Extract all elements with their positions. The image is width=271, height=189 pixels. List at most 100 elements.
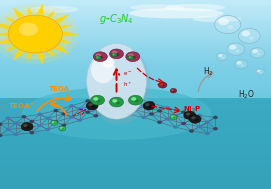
Circle shape bbox=[109, 97, 124, 107]
Circle shape bbox=[128, 56, 133, 60]
Circle shape bbox=[171, 115, 174, 117]
Circle shape bbox=[117, 95, 122, 98]
Circle shape bbox=[14, 133, 18, 136]
Polygon shape bbox=[13, 50, 24, 61]
Circle shape bbox=[112, 53, 117, 57]
Circle shape bbox=[99, 56, 104, 59]
Circle shape bbox=[241, 64, 244, 67]
Circle shape bbox=[213, 116, 218, 119]
Circle shape bbox=[148, 105, 152, 108]
Circle shape bbox=[109, 49, 124, 59]
Circle shape bbox=[249, 36, 254, 40]
Circle shape bbox=[69, 115, 74, 119]
Circle shape bbox=[93, 103, 98, 106]
Polygon shape bbox=[37, 53, 43, 65]
Circle shape bbox=[197, 125, 202, 129]
Circle shape bbox=[62, 124, 66, 127]
Circle shape bbox=[62, 112, 66, 115]
Circle shape bbox=[131, 97, 136, 101]
Polygon shape bbox=[47, 10, 55, 18]
Circle shape bbox=[252, 49, 258, 53]
Circle shape bbox=[250, 48, 265, 58]
Circle shape bbox=[112, 99, 117, 103]
Circle shape bbox=[26, 126, 30, 129]
Circle shape bbox=[158, 82, 167, 88]
Circle shape bbox=[125, 101, 130, 105]
Polygon shape bbox=[55, 45, 69, 54]
Circle shape bbox=[46, 117, 50, 120]
Polygon shape bbox=[37, 3, 43, 15]
Text: h$^+$: h$^+$ bbox=[123, 80, 133, 89]
Circle shape bbox=[93, 97, 98, 101]
Ellipse shape bbox=[30, 6, 79, 13]
Circle shape bbox=[0, 4, 79, 64]
Circle shape bbox=[93, 114, 98, 118]
Circle shape bbox=[235, 60, 248, 69]
Circle shape bbox=[149, 101, 154, 104]
Circle shape bbox=[21, 122, 33, 131]
Circle shape bbox=[189, 118, 194, 121]
Circle shape bbox=[37, 124, 42, 127]
Circle shape bbox=[213, 127, 218, 130]
Circle shape bbox=[217, 53, 228, 60]
Circle shape bbox=[186, 112, 190, 116]
Circle shape bbox=[0, 134, 2, 137]
Circle shape bbox=[109, 101, 114, 104]
Polygon shape bbox=[0, 33, 7, 36]
Circle shape bbox=[6, 116, 10, 120]
Polygon shape bbox=[47, 50, 55, 58]
Circle shape bbox=[85, 99, 90, 102]
Circle shape bbox=[173, 117, 175, 118]
Circle shape bbox=[257, 53, 260, 56]
Circle shape bbox=[132, 56, 136, 59]
Circle shape bbox=[115, 101, 120, 104]
Circle shape bbox=[23, 124, 28, 127]
Circle shape bbox=[143, 102, 155, 110]
Circle shape bbox=[229, 45, 237, 50]
Text: Ni$_2$P: Ni$_2$P bbox=[183, 105, 202, 115]
Circle shape bbox=[88, 103, 93, 106]
Circle shape bbox=[173, 90, 175, 92]
Circle shape bbox=[215, 15, 241, 34]
Circle shape bbox=[91, 95, 105, 105]
Circle shape bbox=[0, 9, 72, 60]
Polygon shape bbox=[63, 32, 80, 36]
Ellipse shape bbox=[165, 4, 225, 11]
Circle shape bbox=[181, 122, 186, 125]
Circle shape bbox=[101, 96, 106, 99]
Circle shape bbox=[205, 132, 210, 135]
Circle shape bbox=[218, 18, 229, 25]
Circle shape bbox=[184, 111, 196, 119]
Circle shape bbox=[22, 115, 26, 119]
Circle shape bbox=[54, 122, 56, 124]
Circle shape bbox=[96, 99, 101, 102]
Circle shape bbox=[19, 23, 38, 36]
Circle shape bbox=[30, 131, 34, 134]
Circle shape bbox=[130, 57, 132, 59]
Circle shape bbox=[126, 52, 140, 62]
Circle shape bbox=[112, 51, 117, 54]
Circle shape bbox=[173, 125, 178, 129]
Polygon shape bbox=[5, 16, 15, 22]
Circle shape bbox=[241, 30, 250, 36]
Ellipse shape bbox=[91, 57, 115, 83]
Circle shape bbox=[222, 57, 224, 59]
Polygon shape bbox=[13, 7, 24, 18]
Circle shape bbox=[30, 120, 34, 123]
Circle shape bbox=[46, 128, 50, 131]
Circle shape bbox=[141, 104, 146, 108]
Circle shape bbox=[170, 115, 177, 120]
Circle shape bbox=[170, 88, 177, 93]
Circle shape bbox=[96, 53, 101, 57]
Text: H$_2$: H$_2$ bbox=[203, 66, 214, 78]
Circle shape bbox=[149, 112, 154, 116]
Circle shape bbox=[129, 56, 131, 58]
Circle shape bbox=[237, 61, 242, 65]
Circle shape bbox=[86, 102, 98, 110]
Circle shape bbox=[157, 109, 162, 113]
Circle shape bbox=[91, 105, 95, 108]
Circle shape bbox=[189, 115, 201, 123]
Polygon shape bbox=[0, 23, 10, 29]
Circle shape bbox=[165, 106, 170, 109]
Ellipse shape bbox=[87, 43, 146, 119]
